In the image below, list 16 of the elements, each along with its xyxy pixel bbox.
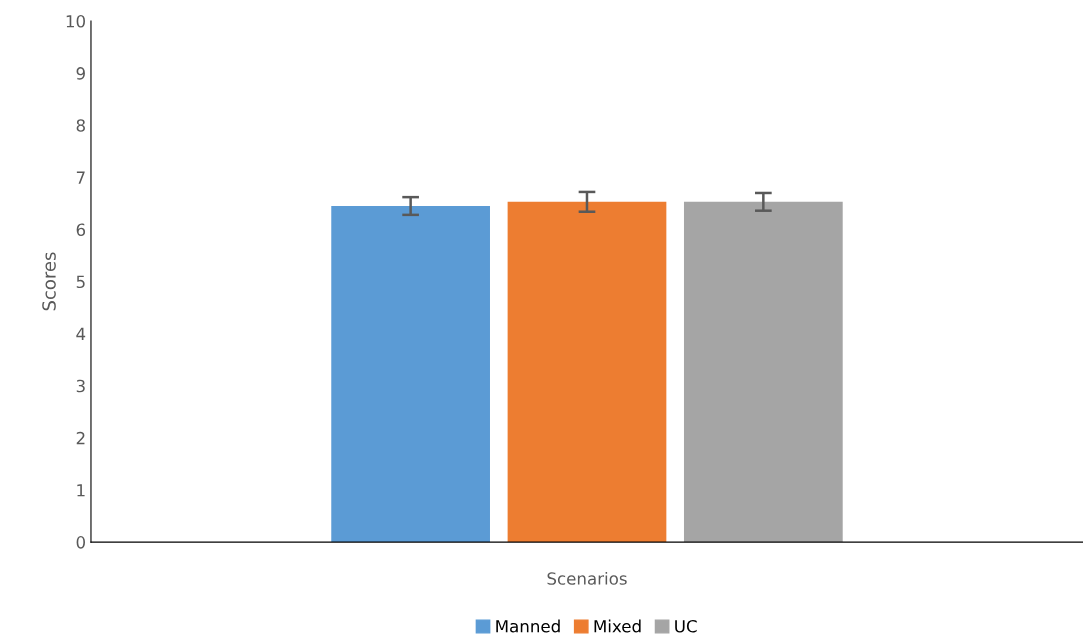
y-axis-title: Scores xyxy=(42,252,56,311)
y-tick-label: 0 xyxy=(76,536,85,549)
y-tick-label: 1 xyxy=(77,484,85,497)
y-tick-label: 4 xyxy=(76,327,86,340)
y-tick-label: 5 xyxy=(76,275,85,289)
y-tick-label: 2 xyxy=(76,431,85,445)
x-axis-title: Scenarios xyxy=(547,571,627,585)
y-tick-label: 3 xyxy=(76,379,85,393)
legend-label: Mixed xyxy=(594,619,641,633)
y-tick-label: 7 xyxy=(76,171,85,184)
legend-label: UC xyxy=(675,619,697,633)
y-tick-label: 8 xyxy=(76,119,85,132)
y-tick-label: 6 xyxy=(76,223,86,237)
y-tick-label: 10 xyxy=(66,14,85,28)
y-tick-label: 9 xyxy=(76,67,85,80)
legend-label: Manned xyxy=(496,619,560,633)
